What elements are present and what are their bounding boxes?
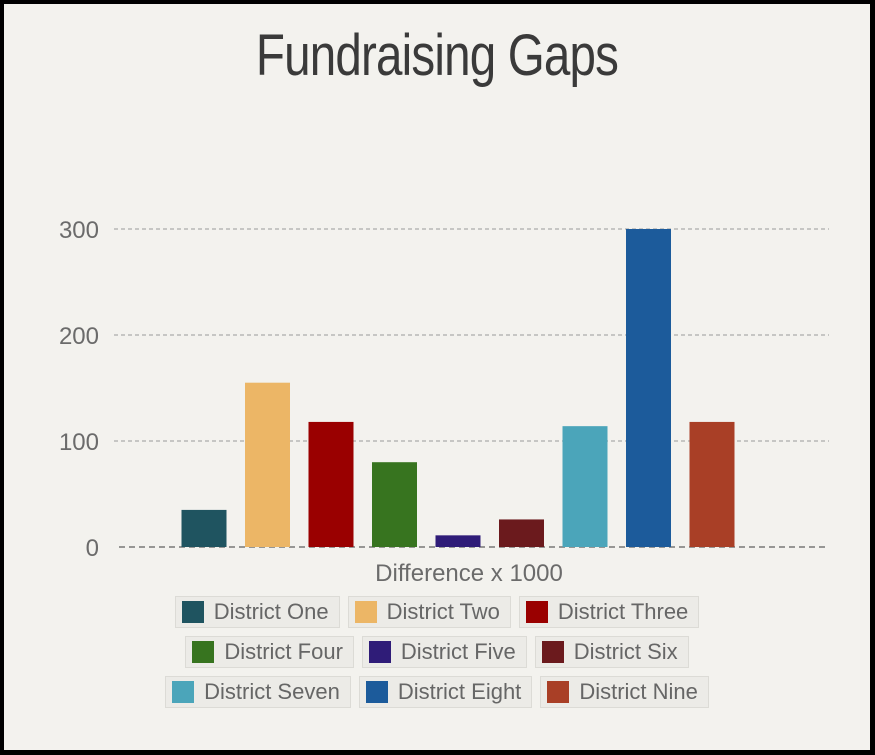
bar-chart: 0 100 200 300 Difference x 1000 (59, 217, 829, 587)
chart-title: Fundraising Gaps (255, 23, 619, 88)
bar-district-four[interactable] (372, 462, 417, 547)
legend-item-district-two[interactable]: District Two (347, 596, 511, 628)
legend-item-district-eight[interactable]: District Eight (358, 676, 533, 708)
bar-district-two[interactable] (245, 382, 290, 547)
legend-swatch (541, 641, 564, 663)
bar-district-eight[interactable] (626, 229, 671, 547)
bar-district-six[interactable] (499, 519, 544, 547)
legend-label: District One (213, 599, 329, 624)
bar-district-seven[interactable] (562, 426, 608, 547)
legend-swatch (172, 681, 195, 703)
chart-frame: Fundraising Gaps 0 100 200 300 Difference x… (3, 3, 871, 751)
legend: District One District Two District Three Di… (4, 596, 870, 716)
legend-item-district-four[interactable]: District Four (185, 636, 354, 668)
legend-label: District Eight (397, 679, 522, 704)
legend-swatch (354, 601, 377, 623)
legend-item-district-five[interactable]: District Five (361, 636, 527, 668)
legend-item-district-nine[interactable]: District Nine (540, 676, 709, 708)
legend-swatch (547, 681, 570, 703)
legend-swatch (181, 601, 204, 623)
legend-swatch (368, 641, 391, 663)
legend-label: District Five (400, 639, 516, 664)
y-tick-label: 100 (59, 429, 99, 456)
legend-swatch (192, 641, 215, 663)
legend-label: District Three (557, 599, 689, 624)
bar-district-five[interactable] (435, 535, 481, 547)
legend-row: District One District Two District Three (4, 596, 870, 628)
legend-swatch (365, 681, 388, 703)
bars (181, 229, 735, 547)
y-tick-label: 300 (59, 217, 99, 244)
legend-label: District Nine (579, 679, 698, 704)
legend-item-district-six[interactable]: District Six (534, 636, 689, 668)
legend-item-district-seven[interactable]: District Seven (165, 676, 351, 708)
bar-district-three[interactable] (308, 421, 354, 547)
y-tick-label: 200 (59, 323, 99, 350)
legend-label: District Six (573, 639, 678, 664)
legend-swatch (525, 601, 548, 623)
y-axis-ticks: 0 100 200 300 (59, 217, 99, 562)
legend-item-district-one[interactable]: District One (174, 596, 340, 628)
legend-item-district-three[interactable]: District Three (518, 596, 700, 628)
legend-row: District Seven District Eight District Nin… (4, 676, 870, 708)
legend-row: District Four District Five District Six (4, 636, 870, 668)
bar-district-nine[interactable] (689, 421, 735, 547)
legend-label: District Two (386, 599, 500, 624)
y-tick-label: 0 (86, 535, 99, 562)
bar-district-one[interactable] (181, 509, 227, 547)
x-axis-label: Difference x 1000 (375, 560, 563, 587)
legend-label: District Seven (204, 679, 340, 704)
legend-label: District Four (224, 639, 343, 664)
